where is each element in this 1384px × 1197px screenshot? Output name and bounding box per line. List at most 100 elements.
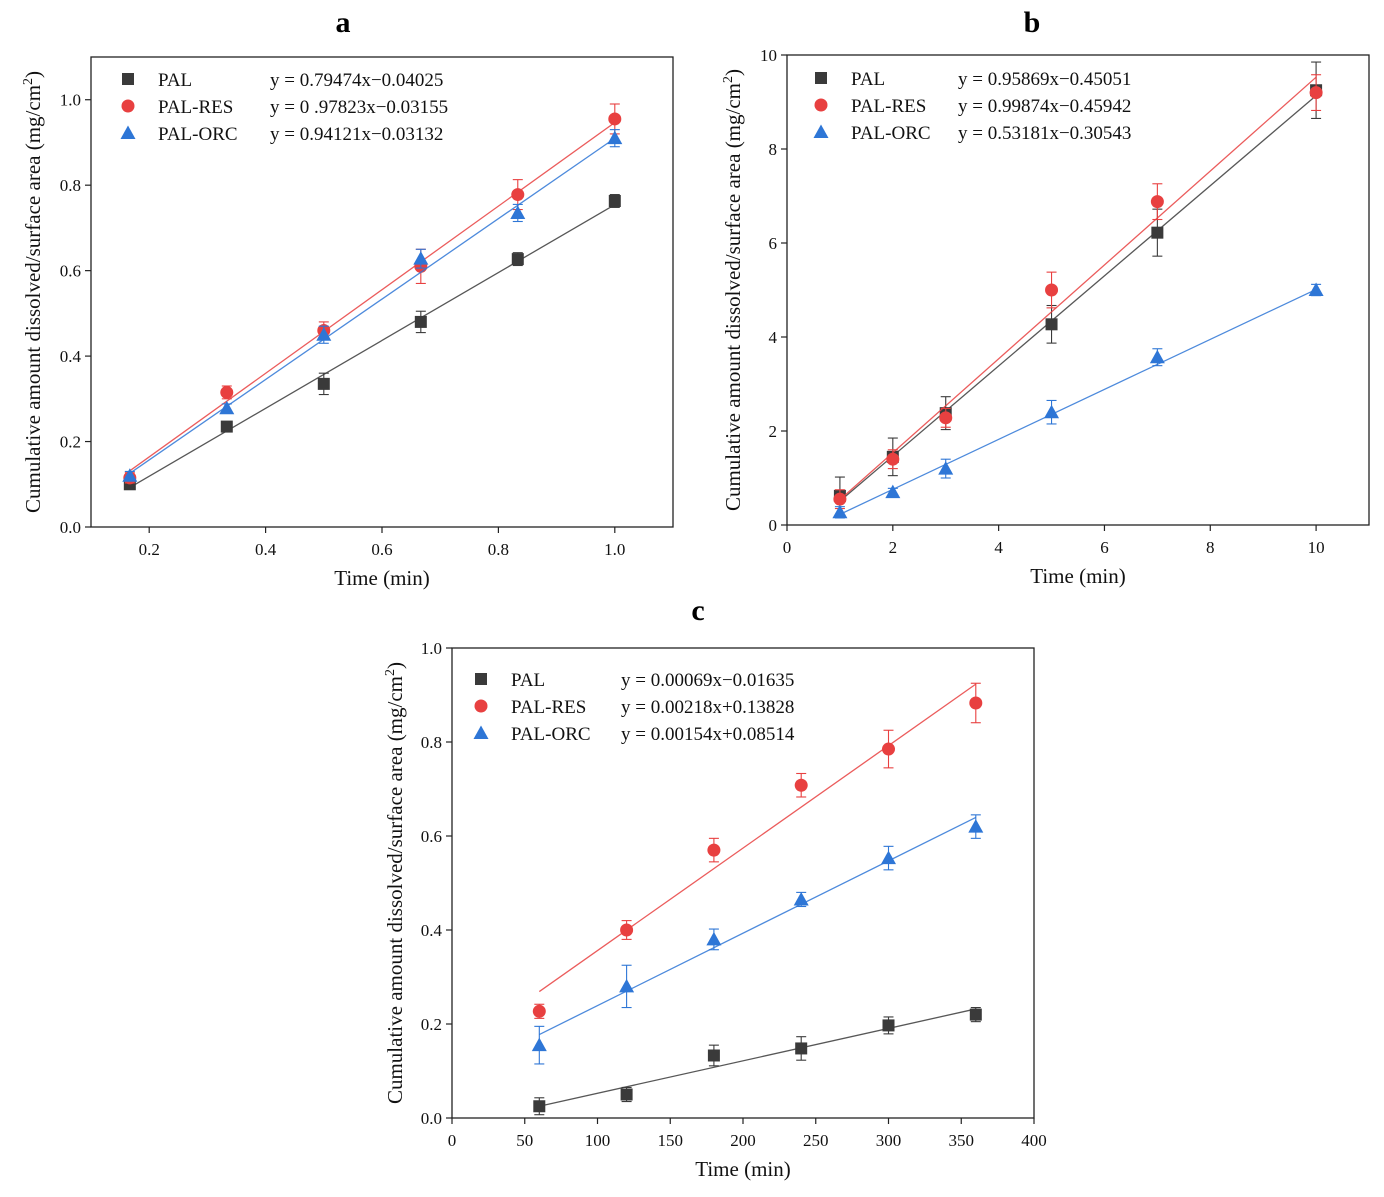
legend-label: PAL (851, 69, 885, 90)
legend-entry-pal-orc: PAL-ORC y = 0.00154x+0.08514 (473, 724, 795, 745)
x-tick-label: 0 (448, 1131, 457, 1150)
x-tick-label: 10 (1308, 538, 1325, 557)
legend-equation: y = 0.79474x−0.04025 (270, 70, 443, 91)
legend-label: PAL (158, 70, 192, 91)
data-point (938, 461, 954, 475)
data-point (707, 843, 721, 857)
series-pal-res (123, 103, 622, 485)
legend-marker (120, 125, 136, 139)
data-point (832, 504, 848, 519)
y-tick-label: 0.0 (421, 1109, 442, 1128)
y-tick-label: 1.0 (421, 639, 442, 658)
legend-label: PAL-ORC (511, 724, 591, 745)
data-point (1151, 226, 1164, 239)
data-point (414, 315, 427, 328)
x-tick-label: 50 (516, 1131, 533, 1150)
legend-entry-pal: PAL y = 0.95869x−0.45051 (815, 69, 1131, 90)
data-point (608, 194, 621, 207)
data-point (510, 205, 526, 219)
x-tick-label: 300 (876, 1131, 902, 1150)
legend-label: PAL-ORC (158, 124, 238, 145)
x-tick-label: 8 (1206, 538, 1215, 557)
fit-line (129, 137, 616, 474)
data-point (511, 188, 525, 202)
data-point (1149, 349, 1165, 364)
y-tick-label: 0 (769, 516, 778, 535)
legend-equation: y = 0.94121x−0.03132 (270, 124, 443, 145)
legend-label: PAL-RES (851, 96, 926, 117)
y-axis-title: Cumulative amount dissolved/surface area… (383, 662, 407, 1104)
legend-equation: y = 0.53181x−0.30543 (958, 123, 1131, 144)
y-axis-title: Cumulative amount dissolved/surface area… (21, 71, 45, 513)
y-tick-label: 0.0 (60, 518, 81, 537)
chart-panel-c: c 0 50 100 150 200 250 300 350 400 0.0 0.2 0.4 0.6 0.… (383, 594, 1047, 1181)
data-point (219, 400, 235, 415)
data-point (620, 923, 634, 937)
data-point (317, 377, 330, 390)
x-axis-title: Time (min) (695, 1157, 790, 1181)
fit-line (539, 1008, 976, 1107)
data-point (620, 1088, 633, 1101)
y-tick-label: 0.4 (421, 921, 443, 940)
y-tick-label: 0.4 (60, 347, 82, 366)
legend-entry-pal: PAL y = 0.00069x−0.01635 (475, 670, 794, 691)
data-point (886, 452, 900, 466)
series-pal-res (833, 74, 1323, 510)
legend-equation: y = 0.00154x+0.08514 (621, 724, 795, 745)
x-tick-label: 350 (949, 1131, 975, 1150)
x-axis-title: Time (min) (1030, 564, 1125, 588)
fit-line (839, 288, 1317, 515)
data-point (794, 778, 808, 792)
legend-equation: y = 0.95869x−0.45051 (958, 69, 1131, 90)
x-tick-label: 400 (1021, 1131, 1047, 1150)
x-tick-label: 0.8 (488, 540, 509, 559)
data-point (833, 492, 847, 506)
legend-equation: y = 0 .97823x−0.03155 (270, 97, 448, 118)
x-tick-label: 0.4 (255, 540, 277, 559)
y-tick-label: 0.2 (60, 433, 81, 452)
x-tick-label: 200 (730, 1131, 756, 1150)
y-tick-label: 1.0 (60, 91, 81, 110)
legend-label: PAL-ORC (851, 123, 931, 144)
series-pal (123, 194, 621, 491)
chart-panel-a: a 0.2 0.4 0.6 0.8 1.0 0.0 0.2 0.4 0.6 0.8 1.0 Time … (21, 6, 674, 590)
legend-equation: y = 0.99874x−0.45942 (958, 96, 1131, 117)
x-tick-label: 0.2 (139, 540, 160, 559)
legend-entry-pal: PAL y = 0.79474x−0.04025 (122, 70, 443, 91)
data-point (1044, 404, 1060, 419)
legend-entry-pal-res: PAL-RES y = 0 .97823x−0.03155 (121, 97, 448, 118)
x-tick-label: 250 (803, 1131, 829, 1150)
data-point (532, 1004, 546, 1018)
series-pal-orc (122, 129, 623, 482)
y-tick-label: 6 (769, 234, 778, 253)
fit-line (839, 95, 1317, 502)
data-point (968, 819, 984, 833)
data-point (607, 130, 623, 145)
x-tick-label: 6 (1100, 538, 1109, 557)
y-tick-label: 0.6 (421, 827, 442, 846)
data-point (533, 1100, 546, 1113)
panel-label-c: c (691, 594, 704, 627)
legend-entry-pal-res: PAL-RES y = 0.99874x−0.45942 (814, 96, 1131, 117)
legend-entry-pal-orc: PAL-ORC y = 0.94121x−0.03132 (120, 124, 443, 145)
legend-marker (475, 673, 487, 685)
data-point (885, 484, 901, 499)
legend-label: PAL (511, 670, 545, 691)
y-tick-label: 2 (769, 422, 778, 441)
legend-label: PAL-RES (511, 697, 586, 718)
fit-line (129, 204, 616, 489)
x-tick-label: 1.0 (604, 540, 625, 559)
fit-line (538, 683, 977, 993)
data-point (795, 1042, 808, 1055)
series-pal-orc (531, 814, 984, 1065)
fit-line (129, 121, 616, 472)
series-pal-orc (832, 282, 1324, 519)
y-axis-title: Cumulative amount dissolved/surface area… (721, 69, 745, 511)
data-point (220, 420, 233, 433)
data-point (608, 112, 622, 126)
data-point (531, 1037, 547, 1052)
fit-line (539, 816, 977, 1036)
x-tick-label: 100 (585, 1131, 611, 1150)
legend-marker (473, 725, 489, 739)
plot-frame (786, 54, 1370, 526)
